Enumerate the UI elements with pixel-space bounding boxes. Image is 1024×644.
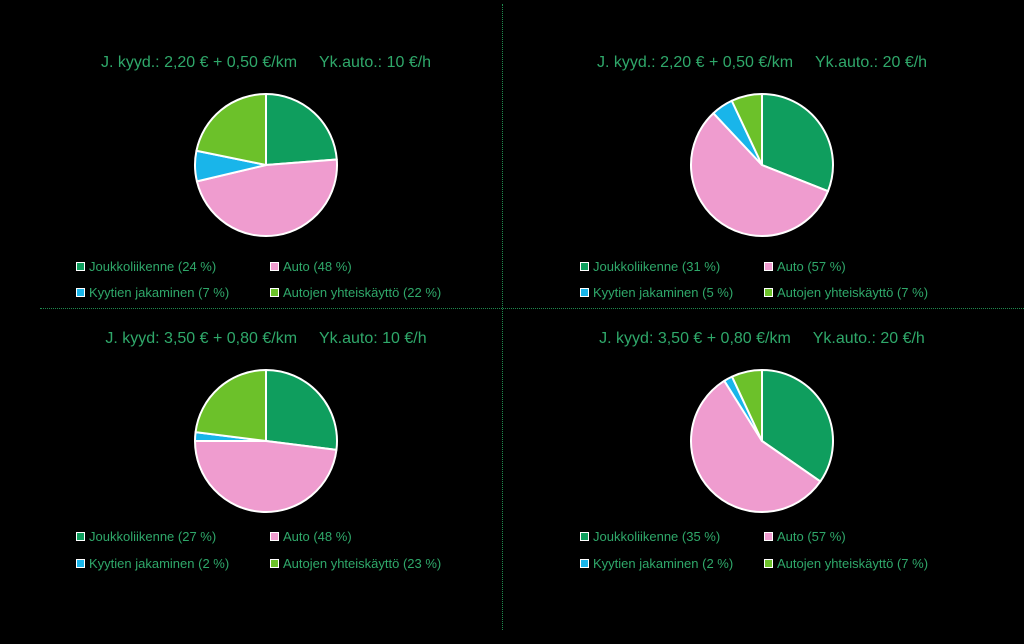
legend-item-auto: Auto (48 %) bbox=[270, 529, 352, 544]
chart-title: J. kyyd.: 2,20 € + 0,50 €/km Yk.auto.: 1… bbox=[100, 54, 432, 71]
legend-label: Auto (57 %) bbox=[777, 529, 846, 544]
chart-panel-4: J. kyyd: 3,50 € + 0,80 €/km Yk.auto.: 20… bbox=[522, 276, 1002, 576]
pie-chart bbox=[690, 93, 834, 237]
legend-item-autojen: Autojen yhteiskäyttö (7 %) bbox=[764, 285, 928, 300]
legend-label: Autojen yhteiskäyttö (7 %) bbox=[777, 285, 929, 300]
legend-label: Kyytien jakaminen (7 %) bbox=[89, 285, 230, 300]
chart-panel-2: J. kyyd.: 2,20 € + 0,50 €/km Yk.auto.: 2… bbox=[522, 0, 1002, 300]
legend-item-autojen: Autojen yhteiskäyttö (7 %) bbox=[764, 556, 928, 571]
chart-title: J. kyyd.: 2,20 € + 0,50 €/km Yk.auto.: 2… bbox=[596, 54, 928, 71]
legend-item-kyytien: Kyytien jakaminen (7 %) bbox=[76, 285, 229, 300]
legend-swatch bbox=[270, 262, 279, 271]
legend-label: Kyytien jakaminen (2 %) bbox=[89, 556, 230, 571]
chart-panel-1: J. kyyd.: 2,20 € + 0,50 €/km Yk.auto.: 1… bbox=[26, 0, 506, 300]
legend-swatch bbox=[76, 559, 85, 568]
legend-swatch bbox=[580, 288, 589, 297]
legend-label: Auto (48 %) bbox=[283, 529, 352, 544]
legend-swatch bbox=[764, 262, 773, 271]
pie-slice bbox=[265, 93, 338, 166]
legend-label: Joukkoliikenne (35 %) bbox=[593, 529, 721, 544]
legend-swatch bbox=[76, 262, 85, 271]
chart-title: J. kyyd: 3,50 € + 0,80 €/km Yk.auto: 10 … bbox=[105, 330, 427, 347]
chart-title: J. kyyd: 3,50 € + 0,80 €/km Yk.auto.: 20… bbox=[599, 330, 925, 347]
legend-label: Joukkoliikenne (24 %) bbox=[89, 259, 217, 274]
legend-swatch bbox=[764, 559, 773, 568]
legend-swatch bbox=[580, 559, 589, 568]
legend-item-autojen: Autojen yhteiskäyttö (22 %) bbox=[270, 285, 441, 300]
legend-label: Auto (57 %) bbox=[777, 259, 846, 274]
legend-item-autojen: Autojen yhteiskäyttö (23 %) bbox=[270, 556, 441, 571]
pie-slice bbox=[690, 379, 822, 513]
pie-slice bbox=[761, 93, 834, 193]
pie-slice bbox=[265, 369, 338, 451]
legend-item-joukkoliikenne: Joukkoliikenne (24 %) bbox=[76, 259, 216, 274]
legend-swatch bbox=[270, 288, 279, 297]
legend-label: Auto (48 %) bbox=[283, 259, 352, 274]
vertical-divider bbox=[502, 4, 503, 630]
legend-swatch bbox=[270, 559, 279, 568]
legend-label: Kyytien jakaminen (5 %) bbox=[593, 285, 734, 300]
legend-item-kyytien: Kyytien jakaminen (2 %) bbox=[76, 556, 229, 571]
legend-item-kyytien: Kyytien jakaminen (5 %) bbox=[580, 285, 733, 300]
legend-label: Joukkoliikenne (31 %) bbox=[593, 259, 721, 274]
legend-label: Autojen yhteiskäyttö (7 %) bbox=[777, 556, 929, 571]
legend-item-auto: Auto (48 %) bbox=[270, 259, 352, 274]
chart-panel-3: J. kyyd: 3,50 € + 0,80 €/km Yk.auto: 10 … bbox=[26, 276, 506, 576]
legend-label: Autojen yhteiskäyttö (22 %) bbox=[283, 285, 442, 300]
legend-swatch bbox=[270, 532, 279, 541]
pie-slice bbox=[730, 93, 763, 166]
pie-chart bbox=[194, 369, 338, 513]
pie-slice bbox=[195, 158, 338, 238]
pie-slice bbox=[690, 112, 830, 237]
legend-item-joukkoliikenne: Joukkoliikenne (31 %) bbox=[580, 259, 720, 274]
legend-item-joukkoliikenne: Joukkoliikenne (27 %) bbox=[76, 529, 216, 544]
legend-swatch bbox=[764, 532, 773, 541]
legend-item-auto: Auto (57 %) bbox=[764, 259, 846, 274]
legend-swatch bbox=[580, 262, 589, 271]
horizontal-divider bbox=[40, 308, 1024, 309]
legend-item-joukkoliikenne: Joukkoliikenne (35 %) bbox=[580, 529, 720, 544]
legend-label: Kyytien jakaminen (2 %) bbox=[593, 556, 734, 571]
legend-swatch bbox=[764, 288, 773, 297]
legend-item-auto: Auto (57 %) bbox=[764, 529, 846, 544]
pie-slice bbox=[194, 369, 267, 442]
legend-swatch bbox=[580, 532, 589, 541]
legend-label: Autojen yhteiskäyttö (23 %) bbox=[283, 556, 442, 571]
legend-swatch bbox=[76, 532, 85, 541]
pie-chart bbox=[194, 93, 338, 238]
pie-slice bbox=[761, 369, 834, 483]
legend-swatch bbox=[76, 288, 85, 297]
pie-slice bbox=[194, 440, 338, 513]
legend-label: Joukkoliikenne (27 %) bbox=[89, 529, 217, 544]
pie-slice bbox=[195, 93, 267, 166]
pie-chart bbox=[690, 369, 834, 513]
legend-item-kyytien: Kyytien jakaminen (2 %) bbox=[580, 556, 733, 571]
pie-slice bbox=[731, 369, 763, 442]
